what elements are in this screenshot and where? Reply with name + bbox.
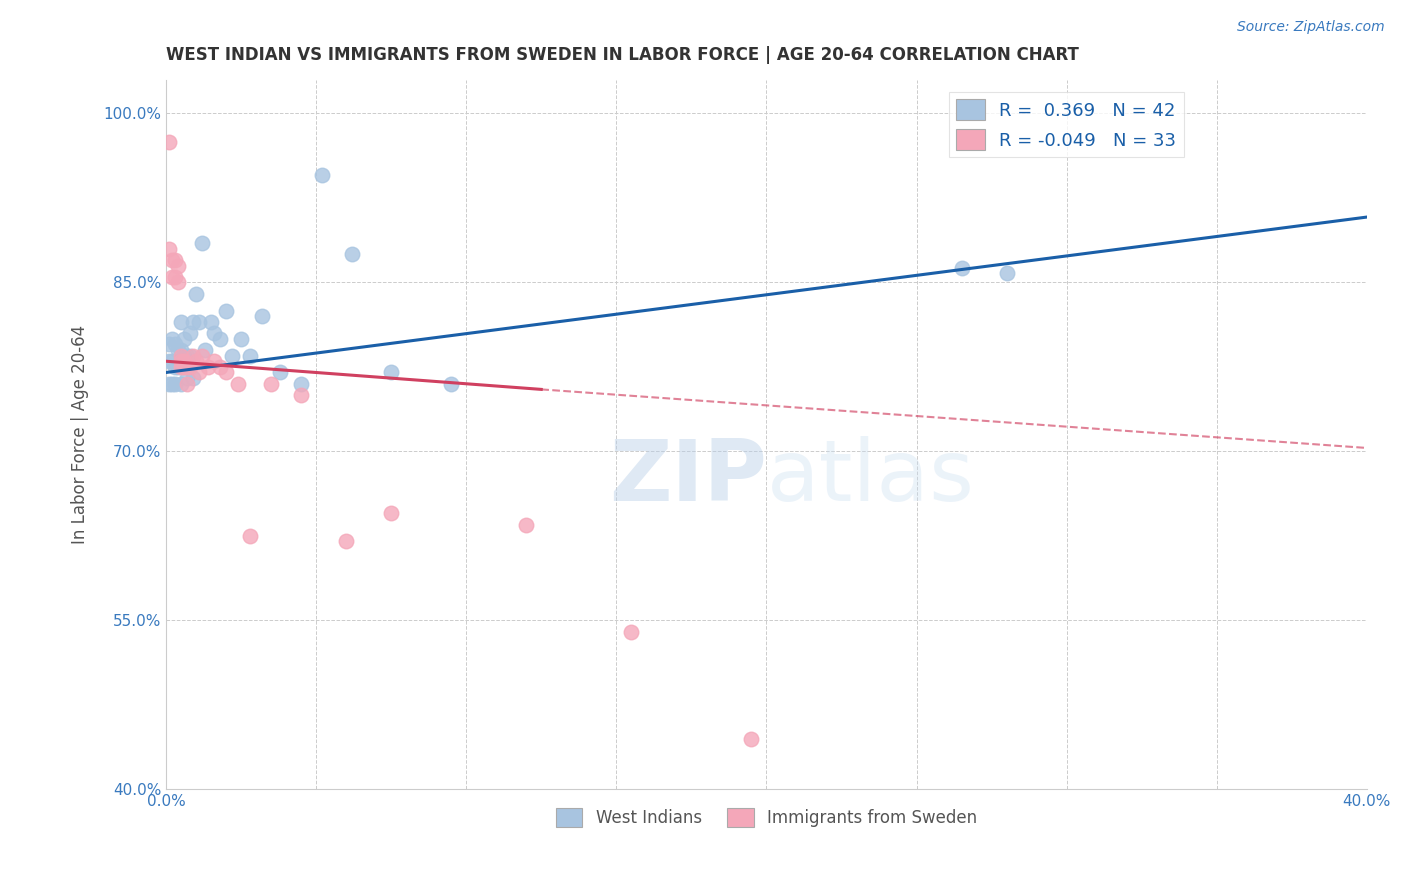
Point [184, 286, 207, 301]
Point [173, 359, 195, 374]
Point [181, 349, 204, 363]
Point [176, 359, 198, 374]
Point [335, 534, 357, 549]
Point [167, 359, 190, 374]
Point [173, 332, 195, 346]
Point [269, 366, 291, 380]
Point [157, 135, 180, 149]
Text: atlas: atlas [766, 435, 974, 518]
Point [170, 343, 193, 357]
Point [194, 343, 217, 357]
Point [239, 349, 262, 363]
Point [221, 349, 243, 363]
Point [160, 332, 183, 346]
Point [188, 366, 211, 380]
Point [157, 376, 180, 391]
Point [202, 326, 225, 340]
Point [170, 376, 193, 391]
Point [311, 169, 333, 183]
Point [160, 376, 183, 391]
Point [202, 354, 225, 368]
Point [167, 343, 190, 357]
Text: WEST INDIAN VS IMMIGRANTS FROM SWEDEN IN LABOR FORCE | AGE 20-64 CORRELATION CHA: WEST INDIAN VS IMMIGRANTS FROM SWEDEN IN… [166, 46, 1078, 64]
Point [170, 349, 193, 363]
Point [184, 354, 207, 368]
Point [170, 354, 193, 368]
Point [995, 266, 1018, 280]
Point [157, 337, 180, 351]
Point [163, 252, 186, 267]
Point [250, 309, 273, 323]
Point [380, 366, 402, 380]
Point [515, 517, 537, 532]
Point [181, 315, 204, 329]
Point [176, 371, 198, 385]
Point [260, 376, 283, 391]
Point [215, 366, 238, 380]
Point [181, 371, 204, 385]
Legend: West Indians, Immigrants from Sweden: West Indians, Immigrants from Sweden [550, 802, 984, 834]
Point [200, 315, 222, 329]
Point [163, 376, 186, 391]
Point [197, 359, 219, 374]
Point [179, 349, 201, 363]
Point [176, 376, 198, 391]
Point [173, 354, 195, 368]
Point [290, 376, 312, 391]
Point [239, 529, 262, 543]
Point [157, 354, 180, 368]
Point [163, 359, 186, 374]
Point [191, 349, 214, 363]
Point [290, 388, 312, 402]
Point [167, 259, 190, 273]
Point [163, 337, 186, 351]
Point [170, 315, 193, 329]
Y-axis label: In Labor Force | Age 20-64: In Labor Force | Age 20-64 [72, 325, 89, 544]
Point [215, 303, 238, 318]
Point [229, 332, 252, 346]
Point [179, 326, 201, 340]
Point [340, 247, 363, 261]
Point [160, 252, 183, 267]
Text: ZIP: ZIP [609, 435, 766, 518]
Point [740, 731, 762, 746]
Point [157, 242, 180, 256]
Point [380, 506, 402, 520]
Point [950, 260, 973, 275]
Point [191, 235, 214, 250]
Point [208, 359, 231, 374]
Point [226, 376, 249, 391]
Point [179, 359, 201, 374]
Point [208, 332, 231, 346]
Point [160, 269, 183, 284]
Point [163, 269, 186, 284]
Point [170, 359, 193, 374]
Point [167, 276, 190, 290]
Point [173, 349, 195, 363]
Text: Source: ZipAtlas.com: Source: ZipAtlas.com [1237, 20, 1385, 34]
Point [176, 349, 198, 363]
Point [440, 376, 463, 391]
Point [620, 624, 643, 639]
Point [188, 315, 211, 329]
Point [160, 354, 183, 368]
